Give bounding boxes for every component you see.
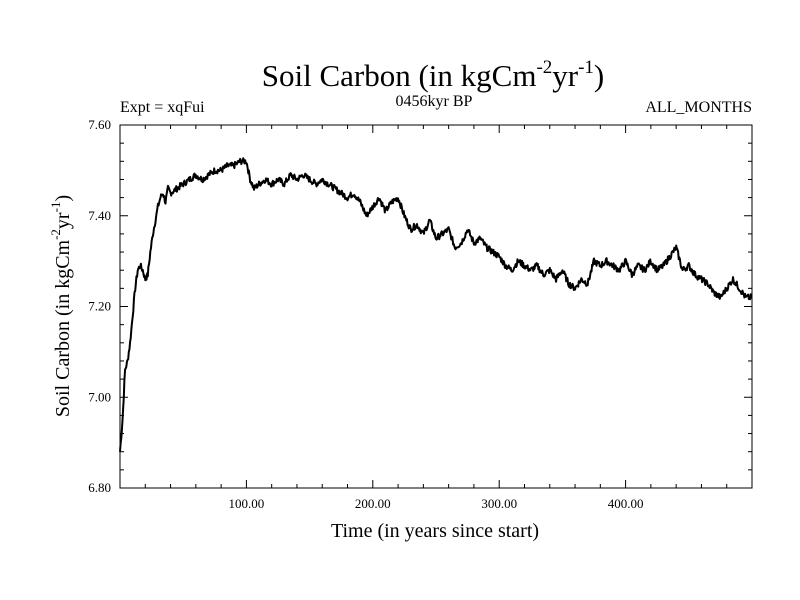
x-tick-label: 200.00 bbox=[355, 496, 391, 511]
plot-frame bbox=[119, 124, 753, 489]
y-tick-label: 7.20 bbox=[88, 299, 111, 314]
x-tick-label: 100.00 bbox=[229, 496, 265, 511]
period-label: 0456kyr BP bbox=[396, 93, 473, 110]
experiment-label: Expt = xqFui bbox=[120, 99, 205, 116]
y-tick-label: 7.40 bbox=[88, 208, 111, 223]
x-axis-label: Time (in years since start) bbox=[331, 520, 539, 542]
x-axis-ticks: 100.00 200.00 300.00 400.00 bbox=[144, 125, 728, 511]
y-tick-label: 7.00 bbox=[88, 389, 111, 404]
months-label: ALL_MONTHS bbox=[645, 99, 752, 116]
x-tick-label: 300.00 bbox=[481, 496, 517, 511]
soil-carbon-line bbox=[119, 157, 753, 452]
y-tick-label: 7.60 bbox=[88, 117, 111, 132]
y-axis-label: Soil Carbon (in kgCm-2yr-1) bbox=[48, 195, 74, 417]
chart-title: Soil Carbon (in kgCm-2yr-1) bbox=[262, 57, 605, 93]
y-tick-label: 6.80 bbox=[88, 480, 111, 495]
x-tick-label: 400.00 bbox=[608, 496, 644, 511]
chart-title-exponent: -2 bbox=[536, 57, 552, 78]
y-axis-ticks: 6.80 7.00 7.20 7.40 7.60 bbox=[88, 117, 752, 495]
